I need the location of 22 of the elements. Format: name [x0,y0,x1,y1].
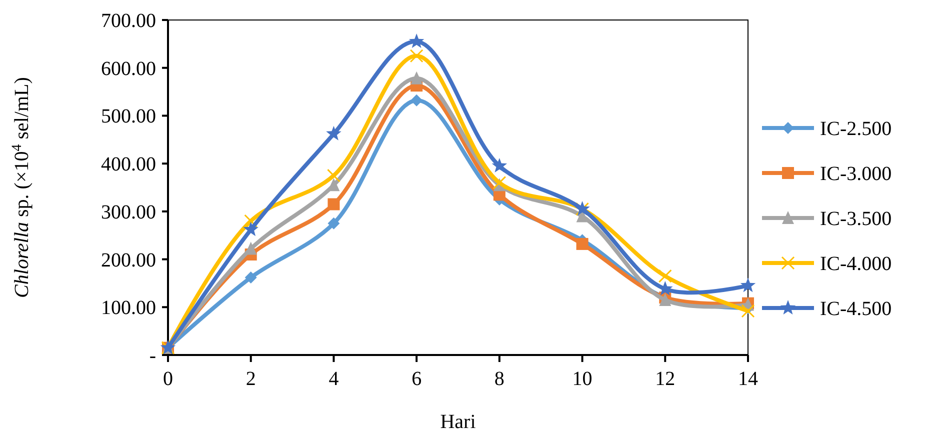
legend-label: IC-2.500 [820,118,892,140]
legend-label: IC-4.500 [820,298,892,320]
legend-label: IC-3.000 [820,163,892,185]
x-tick-label: 14 [738,368,758,390]
y-tick-label: 300.00 [101,201,156,224]
x-tick-label: 2 [246,368,256,390]
y-tick-label: 200.00 [101,249,156,272]
y-tick-label: 400.00 [101,154,156,176]
legend-label: IC-3.500 [820,208,892,230]
y-tick-label: 500.00 [101,106,156,128]
y-tick-label: 700.00 [101,10,156,32]
y-tick-label: 100.00 [101,297,156,320]
x-tick-label: 12 [655,368,676,390]
x-tick-label: 0 [163,368,173,390]
y-tick-label: - [149,345,156,367]
x-tick-label: 10 [572,368,592,390]
x-axis-title: Hari [440,411,476,433]
legend-label: IC-4.000 [820,253,892,275]
x-tick-label: 4 [328,368,339,390]
x-tick-label: 8 [494,368,504,390]
y-tick-label: 600.00 [101,58,156,80]
x-tick-label: 6 [412,368,422,390]
